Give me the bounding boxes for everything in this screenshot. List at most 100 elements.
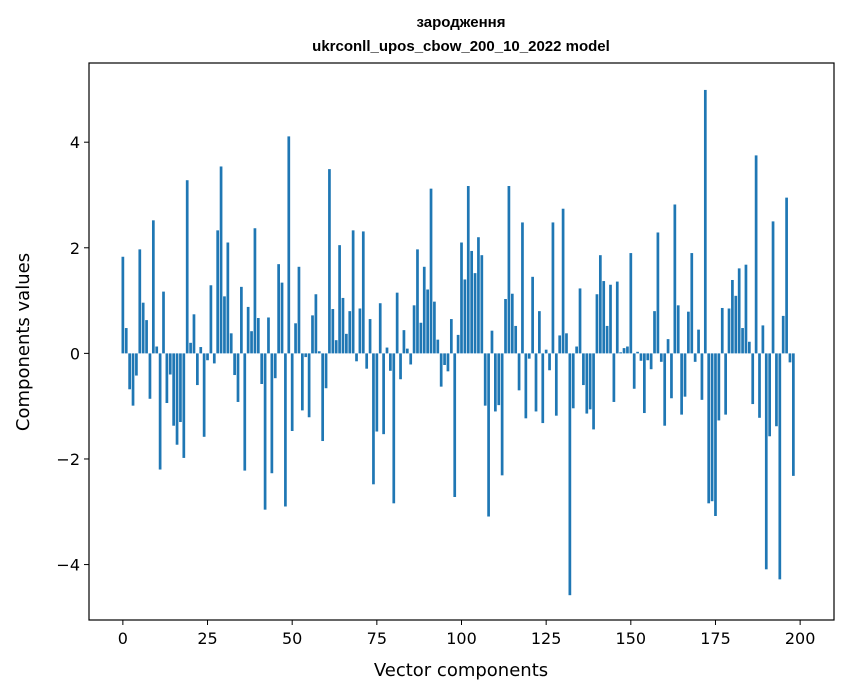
bar bbox=[212, 353, 216, 364]
bar bbox=[643, 353, 646, 414]
bar bbox=[311, 315, 314, 354]
bar bbox=[324, 353, 328, 389]
bar bbox=[277, 264, 280, 354]
bar-series bbox=[121, 89, 795, 596]
bar bbox=[389, 353, 392, 371]
bar bbox=[307, 353, 311, 418]
bar bbox=[534, 353, 538, 412]
x-axis-ticks: 0 25 50 75 100 125 150 175 200 bbox=[118, 620, 815, 648]
bar bbox=[670, 353, 673, 399]
bar bbox=[734, 295, 738, 354]
bar bbox=[588, 353, 592, 410]
bar bbox=[494, 353, 497, 412]
bar bbox=[131, 353, 135, 406]
bar bbox=[233, 353, 236, 376]
bar bbox=[649, 353, 653, 370]
bar bbox=[778, 353, 782, 580]
bar bbox=[693, 353, 697, 362]
bar bbox=[470, 250, 474, 354]
bar bbox=[385, 347, 389, 354]
bar bbox=[720, 307, 724, 354]
bar bbox=[236, 353, 240, 402]
bar bbox=[578, 288, 582, 354]
bar bbox=[626, 346, 629, 354]
bar bbox=[531, 276, 534, 354]
bar bbox=[571, 353, 575, 409]
bar bbox=[223, 296, 226, 354]
bar bbox=[141, 302, 145, 354]
bar bbox=[510, 293, 514, 354]
bar bbox=[121, 256, 125, 354]
bar bbox=[189, 342, 192, 354]
bar bbox=[724, 353, 727, 415]
bar bbox=[676, 305, 680, 354]
bar bbox=[185, 180, 189, 354]
bar bbox=[172, 353, 176, 426]
bar bbox=[449, 319, 453, 354]
bar bbox=[175, 353, 179, 445]
bar bbox=[240, 286, 243, 354]
bar bbox=[744, 264, 748, 354]
bar bbox=[768, 353, 772, 437]
bar bbox=[263, 353, 267, 510]
bar bbox=[609, 284, 612, 354]
bar bbox=[317, 351, 321, 354]
bar bbox=[436, 339, 440, 354]
bar bbox=[196, 353, 199, 386]
bar bbox=[372, 353, 375, 485]
bar bbox=[697, 329, 700, 354]
bar bbox=[639, 353, 643, 361]
bar bbox=[365, 353, 369, 369]
bar bbox=[334, 340, 338, 354]
bar bbox=[209, 285, 213, 354]
bar bbox=[270, 353, 274, 474]
chart-title: зародження bbox=[417, 14, 506, 31]
bar bbox=[487, 353, 490, 517]
bar bbox=[253, 228, 257, 354]
bar bbox=[206, 353, 209, 361]
bar bbox=[761, 325, 765, 354]
bar bbox=[378, 303, 382, 354]
bar bbox=[551, 222, 555, 354]
bar bbox=[554, 353, 558, 416]
bar bbox=[138, 249, 142, 354]
bar bbox=[402, 330, 406, 354]
bar bbox=[355, 353, 358, 362]
bar bbox=[548, 353, 551, 371]
bar bbox=[707, 353, 711, 504]
bar bbox=[453, 353, 457, 497]
bar bbox=[656, 232, 660, 354]
bar bbox=[747, 341, 751, 354]
bar bbox=[405, 348, 409, 354]
bar bbox=[202, 353, 206, 437]
bar bbox=[287, 136, 291, 354]
bar bbox=[433, 301, 436, 354]
bar bbox=[666, 339, 670, 354]
bar bbox=[615, 281, 619, 354]
bar bbox=[663, 353, 667, 426]
bar bbox=[409, 353, 413, 365]
bar bbox=[331, 309, 335, 354]
bar bbox=[151, 220, 155, 354]
bar bbox=[514, 325, 518, 354]
x-tick-label: 25 bbox=[197, 629, 217, 648]
bar bbox=[538, 311, 541, 354]
plot-frame bbox=[88, 62, 835, 621]
bar bbox=[764, 353, 768, 570]
bar bbox=[477, 237, 480, 354]
x-tick-label: 175 bbox=[700, 629, 731, 648]
bar bbox=[368, 319, 372, 354]
bar bbox=[128, 353, 131, 390]
x-tick-label: 50 bbox=[282, 629, 302, 648]
bar bbox=[598, 255, 602, 354]
bar bbox=[683, 353, 687, 397]
bar bbox=[575, 346, 578, 354]
x-axis-label: Vector components bbox=[374, 660, 548, 681]
bar bbox=[321, 353, 325, 442]
bar bbox=[561, 208, 565, 354]
bar bbox=[260, 353, 264, 384]
bar bbox=[632, 353, 636, 389]
bar bbox=[338, 245, 341, 354]
bar bbox=[273, 353, 277, 379]
